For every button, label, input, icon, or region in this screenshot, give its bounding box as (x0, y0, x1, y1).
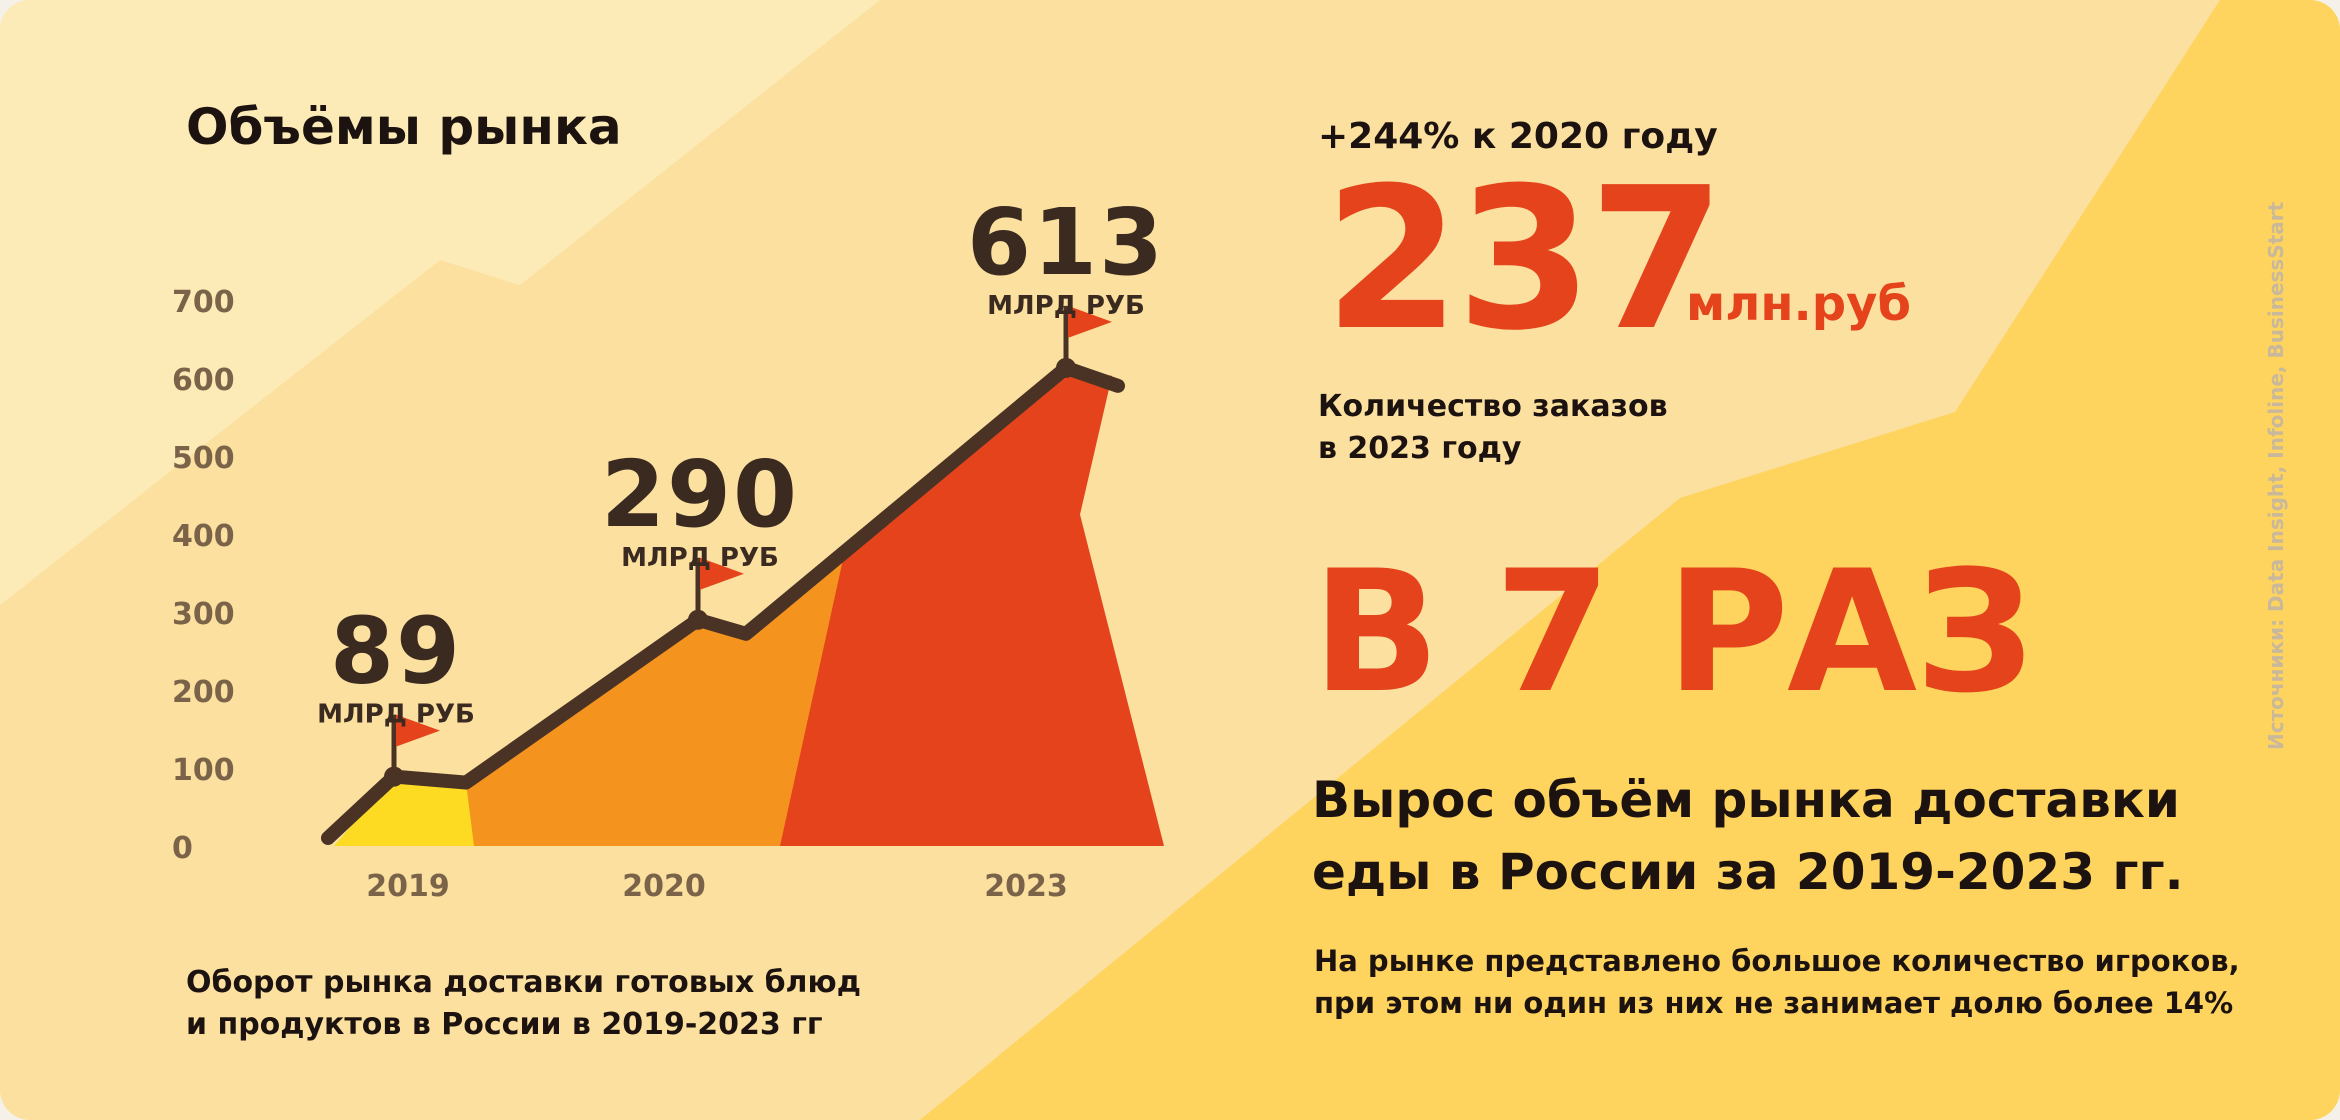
y-tick-label: 200 (172, 675, 235, 710)
chart-title: Объёмы рынка (186, 98, 622, 156)
y-tick-label: 600 (172, 363, 235, 398)
chart-caption: Оборот рынка доставки готовых блюд и про… (186, 962, 861, 1046)
data-label-unit: МЛРД РУБ (317, 700, 475, 730)
flag-icon (396, 714, 440, 747)
data-point-marker (384, 766, 404, 787)
bar-2023 (780, 367, 1164, 846)
market-note-line-2: при этом ни один из них не занимает долю… (1314, 986, 2234, 1020)
market-note-line-1: На рынке представлено большое количество… (1314, 944, 2240, 978)
bar-2020 (466, 545, 846, 846)
y-tick-label: 400 (172, 519, 235, 554)
data-label-value: 89 (330, 598, 462, 705)
data-point-marker (688, 609, 708, 630)
orders-caption-line-2: в 2023 году (1318, 431, 1522, 466)
y-tick-label: 100 (172, 753, 235, 788)
x-tick-label: 2023 (984, 869, 1068, 904)
growth-label: +244% к 2020 году (1318, 116, 1718, 157)
source-note: Источники: Data Insight, Infoline, Busin… (2264, 201, 2288, 750)
data-label-unit: МЛРД РУБ (621, 543, 779, 573)
y-tick-label: 500 (172, 441, 235, 476)
headline: Вырос объём рынка доставки еды в России … (1312, 764, 2184, 908)
y-tick-label: 700 (172, 285, 235, 320)
market-note: На рынке представлено большое количество… (1314, 940, 2240, 1024)
data-label-unit: МЛРД РУБ (987, 291, 1145, 321)
orders-caption: Количество заказов в 2023 году (1318, 386, 1668, 470)
orders-value: 237 (1324, 146, 1725, 374)
y-tick-label: 300 (172, 597, 235, 632)
chart-caption-line-1: Оборот рынка доставки готовых блюд (186, 965, 861, 1000)
orders-caption-line-1: Количество заказов (1318, 389, 1668, 424)
growth-multiplier: В 7 РАЗ (1312, 534, 2034, 730)
flag-icon (700, 557, 744, 590)
chart-caption-line-2: и продуктов в России в 2019-2023 гг (186, 1007, 823, 1042)
x-tick-label: 2020 (622, 869, 706, 904)
headline-line-1: Вырос объём рынка доставки (1312, 771, 2180, 829)
orders-unit: млн.руб (1686, 276, 1911, 332)
x-tick-label: 2019 (366, 869, 450, 904)
data-point-marker (1056, 357, 1076, 378)
data-label-value: 290 (601, 441, 799, 548)
y-tick-label: 0 (172, 831, 193, 866)
data-label-value: 613 (967, 189, 1165, 296)
headline-line-2: еды в России за 2019-2023 гг. (1312, 843, 2184, 901)
flag-icon (1068, 305, 1112, 338)
